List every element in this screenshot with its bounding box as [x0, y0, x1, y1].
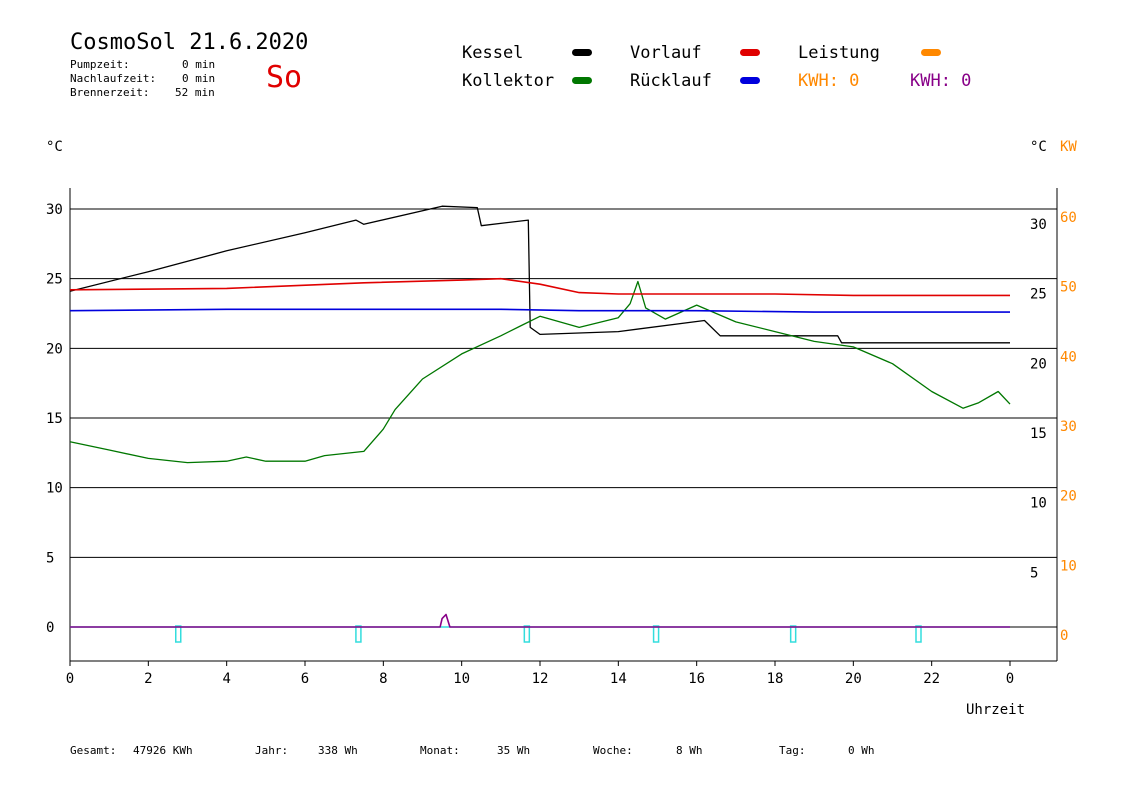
pump-pulse-mark — [175, 625, 182, 643]
series-leistung-line — [70, 613, 1010, 628]
y-tick-label-right: 10 — [1030, 496, 1047, 512]
left-axis-unit: °C — [46, 139, 63, 155]
pump-pulse-mark — [652, 625, 660, 643]
x-tick-label: 16 — [688, 671, 705, 687]
pump-pulse-mark — [355, 625, 362, 643]
footer-jahr-value: 338 Wh — [318, 744, 358, 757]
series-vorlauf-line — [69, 277, 1010, 297]
legend-vorlauf-label: Vorlauf — [630, 43, 702, 63]
footer-monat-value: 35 Wh — [497, 744, 531, 757]
y-tick-label-left: 10 — [46, 481, 63, 497]
right-axis-unit-celsius: °C — [1030, 139, 1047, 155]
series-rcklauf-line — [69, 308, 1010, 313]
series-kessel-line — [69, 205, 1010, 344]
legend-kollektor-swatch — [572, 77, 592, 84]
footer-woche-value: 8 Wh — [676, 744, 703, 757]
y-tick-label-right: 20 — [1030, 356, 1047, 372]
x-tick-label: 20 — [845, 671, 862, 687]
y-tick-label-kw: 40 — [1060, 349, 1077, 365]
x-axis-title: Uhrzeit — [966, 702, 1026, 718]
y-tick-label-right: 30 — [1030, 217, 1047, 233]
pump-pulse-mark — [523, 625, 531, 643]
footer-jahr-label: Jahr: — [255, 744, 289, 757]
right-axis-unit-kw: KW — [1060, 139, 1077, 155]
series-kollektor-line — [69, 280, 1011, 464]
legend-leistung-swatch — [921, 49, 941, 56]
y-tick-label-right: 15 — [1030, 426, 1047, 442]
legend-ruecklauf-label: Rücklauf — [630, 71, 712, 91]
x-tick-label: 4 — [222, 671, 230, 687]
footer-tag-value: 0 Wh — [848, 744, 875, 757]
legend-kessel-swatch — [572, 49, 592, 56]
weekday-label: So — [266, 60, 303, 95]
x-tick-label: 2 — [144, 671, 152, 687]
stat-pumpzeit-value: 0 min — [182, 58, 216, 71]
pump-pulse-mark — [915, 625, 922, 643]
y-tick-label-left: 15 — [46, 411, 63, 427]
y-tick-label-kw: 30 — [1060, 419, 1077, 435]
legend-ruecklauf-swatch — [740, 77, 760, 84]
x-tick-label: 8 — [379, 671, 387, 687]
x-tick-label: 10 — [453, 671, 470, 687]
x-tick-label: 6 — [301, 671, 309, 687]
x-tick-label: 18 — [767, 671, 784, 687]
y-tick-label-right: 5 — [1030, 565, 1038, 581]
pump-pulse-mark — [789, 625, 797, 643]
footer-tag-label: Tag: — [779, 744, 806, 757]
y-tick-label-kw: 20 — [1060, 489, 1077, 505]
y-tick-label-left: 30 — [46, 202, 63, 218]
stat-brennerzeit-label: Brennerzeit: — [70, 86, 150, 99]
chart-title: CosmoSol 21.6.2020 — [70, 30, 309, 55]
x-tick-label: 0 — [66, 671, 74, 687]
y-tick-label-kw: 60 — [1060, 210, 1077, 226]
legend-kwh-secondary: KWH: 0 — [910, 71, 972, 91]
x-tick-label: 12 — [532, 671, 549, 687]
legend-kessel-label: Kessel — [462, 43, 524, 63]
x-tick-label: 22 — [923, 671, 940, 687]
legend-leistung-label: Leistung — [798, 43, 880, 63]
stat-nachlaufzeit-value: 0 min — [182, 72, 216, 85]
stat-pumpzeit-label: Pumpzeit: — [70, 58, 130, 71]
footer-woche-label: Woche: — [593, 744, 633, 757]
footer-gesamt-label: Gesamt: — [70, 744, 117, 757]
y-tick-label-left: 0 — [46, 620, 54, 636]
stat-brennerzeit-value: 52 min — [175, 86, 215, 99]
legend-kwh-leistung: KWH: 0 — [798, 71, 860, 91]
footer-monat-label: Monat: — [420, 744, 460, 757]
x-tick-label: 0 — [1006, 671, 1014, 687]
stat-nachlaufzeit-label: Nachlaufzeit: — [70, 72, 157, 85]
y-tick-label-left: 20 — [46, 341, 63, 357]
legend-kollektor-label: Kollektor — [462, 71, 555, 91]
x-tick-label: 14 — [610, 671, 627, 687]
y-tick-label-kw: 0 — [1060, 628, 1068, 644]
y-tick-label-right: 25 — [1030, 287, 1047, 303]
y-tick-label-left: 25 — [46, 272, 63, 288]
footer-gesamt-value: 47926 KWh — [133, 744, 193, 757]
y-tick-label-kw: 10 — [1060, 558, 1077, 574]
y-tick-label-kw: 50 — [1060, 280, 1077, 296]
y-tick-label-left: 5 — [46, 550, 54, 566]
legend-vorlauf-swatch — [740, 49, 760, 56]
